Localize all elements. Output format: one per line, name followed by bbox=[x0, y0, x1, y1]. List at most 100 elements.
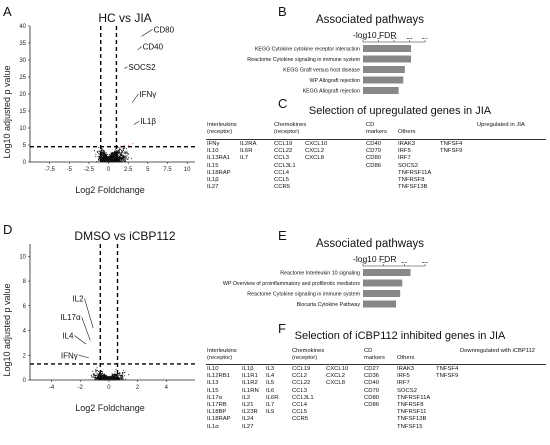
volcano-d-ylabel: Log10 adjusted p value bbox=[2, 283, 12, 376]
volcano-point bbox=[101, 154, 103, 156]
gene-cell: IL1β bbox=[242, 366, 254, 372]
volcano-plot-d: -4 -2 0 2 4 0 2 4 6 8 10 IL2 IL17α IL4 IFNγ Log2 Foldc… bbox=[2, 244, 195, 413]
x-tick-label: -7.5 bbox=[44, 167, 55, 173]
volcano-point bbox=[100, 156, 102, 158]
volcano-point bbox=[111, 376, 113, 378]
gene-cell: IL10 bbox=[207, 148, 219, 155]
volcano-point bbox=[132, 143, 134, 145]
volcano-point bbox=[123, 156, 125, 158]
volcano-point bbox=[102, 372, 104, 374]
gene-cell: CCL3 bbox=[292, 387, 308, 394]
volcano-point bbox=[98, 153, 100, 155]
volcano-point bbox=[119, 147, 121, 149]
table-f-title: Selection of iCBP112 inhibited genes in … bbox=[294, 330, 506, 342]
pathway-label: KEGG Allograft rejection bbox=[303, 89, 360, 95]
volcano-point bbox=[96, 367, 98, 369]
gene-cell: CCL2 bbox=[292, 373, 308, 380]
volcano-point bbox=[119, 152, 121, 154]
volcano-point bbox=[119, 158, 121, 160]
volcano-point bbox=[118, 159, 120, 161]
panel-letter-d: D bbox=[3, 222, 13, 237]
volcano-point bbox=[104, 154, 106, 156]
volcano-point bbox=[106, 378, 108, 380]
fdr-tick-label: 10 bbox=[391, 38, 398, 41]
table-c-col-others: IRAK3 IRF5 IRF7 SOCS2 TNFRSF11A TNFRSF8 TNFSF1… bbox=[398, 141, 431, 191]
volcano-point bbox=[92, 375, 94, 377]
volcano-point bbox=[115, 157, 117, 159]
gene-label: IL17α bbox=[60, 313, 81, 322]
volcano-point bbox=[98, 160, 100, 162]
volcano-point bbox=[100, 150, 102, 152]
gene-cell: IL18RAP bbox=[207, 169, 231, 176]
volcano-point bbox=[120, 153, 123, 155]
gene-cell: CCL19 bbox=[274, 141, 293, 147]
volcano-point bbox=[100, 374, 102, 376]
volcano-point bbox=[98, 373, 100, 375]
gene-cell: TNFRSF11 bbox=[397, 409, 427, 416]
gene-cell: CCL4 bbox=[274, 169, 290, 176]
gene-cell: IL13RA1 bbox=[207, 155, 230, 162]
volcano-point bbox=[97, 376, 99, 378]
volcano-point bbox=[103, 155, 105, 157]
volcano-point bbox=[105, 378, 107, 380]
gene-cell: IL12RB1 bbox=[207, 373, 230, 380]
volcano-point bbox=[119, 145, 122, 147]
volcano-point bbox=[117, 159, 119, 161]
gene-cell: IL24 bbox=[242, 416, 254, 423]
table-f-col-down: TNFSF4 TNFSF9 bbox=[436, 366, 458, 380]
gene-cell: IL9 bbox=[266, 409, 275, 416]
volcano-point bbox=[116, 374, 118, 376]
gene-cell: CCL3L1 bbox=[292, 394, 314, 401]
y-tick-label: 4 bbox=[23, 329, 27, 335]
gene-cell: CXCL2 bbox=[305, 148, 324, 155]
gene-cell: TNFSF4 bbox=[436, 366, 459, 372]
volcano-a-xlabel: Log2 Foldchange bbox=[75, 185, 145, 195]
pathway-label: WP Allograft rejection bbox=[309, 78, 360, 84]
volcano-point bbox=[102, 151, 104, 153]
gene-cell: TNFSF15 bbox=[397, 423, 423, 430]
gene-cell: IL10 bbox=[207, 366, 219, 372]
y-tick-label: 25 bbox=[19, 75, 26, 81]
y-tick-label: 0 bbox=[23, 378, 27, 384]
gene-label: SOCS2 bbox=[128, 63, 156, 72]
pathway-bar bbox=[363, 45, 412, 52]
gene-label: CD80 bbox=[154, 25, 175, 34]
volcano-point bbox=[115, 369, 117, 371]
volcano-point bbox=[113, 376, 115, 378]
volcano-point bbox=[103, 153, 105, 155]
volcano-point bbox=[111, 156, 113, 158]
pathway-bar bbox=[363, 87, 399, 94]
gene-cell: IL3 bbox=[266, 366, 275, 372]
gene-cell: CD70 bbox=[366, 148, 382, 155]
volcano-point bbox=[110, 152, 112, 154]
table-f-col-others: IRAK3 IRF5 IRF7 SOCS2 TNFRSF11A TNFRSF8 TNFRSF… bbox=[397, 366, 430, 431]
volcano-point bbox=[121, 155, 123, 157]
volcano-point bbox=[123, 158, 125, 160]
volcano-plot-a: -7.5 -5 -2.5 0 2.5 5 7.5 10 0 5 10 15 20 25 30 35 40 CD80… bbox=[2, 24, 195, 195]
volcano-a-title: HC vs JIA bbox=[98, 11, 152, 25]
panel-letter-b: B bbox=[278, 4, 287, 19]
gene-cell: IL27 bbox=[207, 184, 219, 191]
gene-cell: CXCL2 bbox=[326, 373, 345, 380]
volcano-point bbox=[98, 377, 100, 380]
table-f-head-down: Downregulated with iCBP112 bbox=[460, 348, 535, 354]
table-c-rule bbox=[206, 139, 546, 140]
x-tick-label: 2 bbox=[136, 385, 140, 391]
volcano-point bbox=[105, 152, 107, 154]
x-tick-label: 0 bbox=[107, 167, 111, 173]
gene-cell: TNFRSF8 bbox=[397, 401, 424, 408]
gene-label: IL4 bbox=[62, 331, 74, 340]
volcano-point bbox=[97, 377, 99, 379]
volcano-point bbox=[107, 156, 109, 158]
volcano-point bbox=[115, 148, 117, 150]
gene-cell: TNFRSF11A bbox=[397, 394, 431, 401]
volcano-point bbox=[106, 154, 108, 156]
x-tick-label: 7.5 bbox=[163, 167, 172, 173]
volcano-point bbox=[108, 153, 110, 155]
volcano-d-points bbox=[90, 367, 130, 381]
gene-cell: TNFSF9 bbox=[440, 148, 463, 155]
volcano-point bbox=[116, 156, 118, 158]
gene-cell: IRF5 bbox=[398, 148, 411, 155]
gene-cell: IL17α bbox=[207, 394, 222, 401]
volcano-point bbox=[106, 157, 108, 159]
